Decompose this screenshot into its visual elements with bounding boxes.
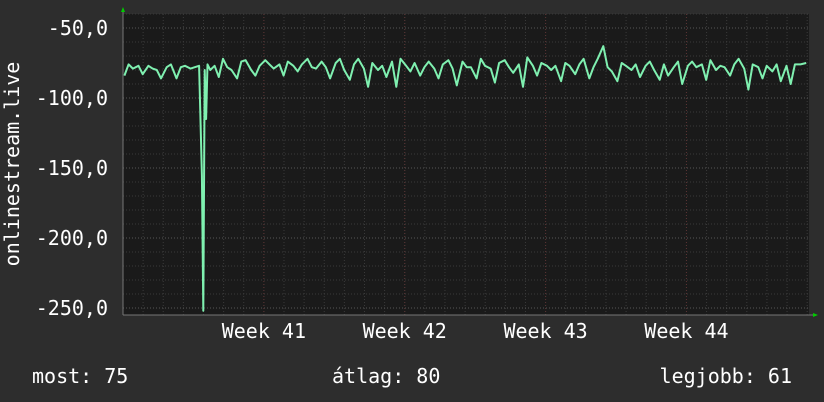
y-axis-label: onlinestream.live: [0, 62, 24, 267]
x-tick-labels: Week 41 Week 42 Week 43 Week 44: [222, 319, 729, 343]
series-line: [123, 45, 807, 312]
x-tick-label: Week 42: [363, 319, 447, 343]
stat-average: átlag: 80: [332, 364, 441, 388]
series-layer: [123, 45, 807, 312]
y-tick-label: -100,0: [36, 86, 108, 110]
y-tick-label: -150,0: [36, 156, 108, 180]
axes: [121, 7, 818, 317]
x-axis-arrow: [813, 313, 818, 317]
x-tick-label: Week 43: [503, 319, 587, 343]
y-axis-arrow: [121, 7, 125, 12]
footer-stats: most: 75 átlag: 80 legjobb: 61: [0, 362, 824, 390]
stat-current: most: 75: [32, 364, 129, 388]
grid: [123, 13, 809, 315]
y-tick-label: -250,0: [36, 296, 108, 320]
x-tick-label: Week 41: [222, 319, 306, 343]
y-tick-label: -200,0: [36, 226, 108, 250]
stat-best: legjobb: 61: [659, 364, 792, 388]
y-tick-labels: -50,0 -100,0 -150,0 -200,0 -250,0: [36, 16, 108, 320]
x-tick-label: Week 44: [644, 319, 728, 343]
y-tick-label: -50,0: [48, 16, 108, 40]
